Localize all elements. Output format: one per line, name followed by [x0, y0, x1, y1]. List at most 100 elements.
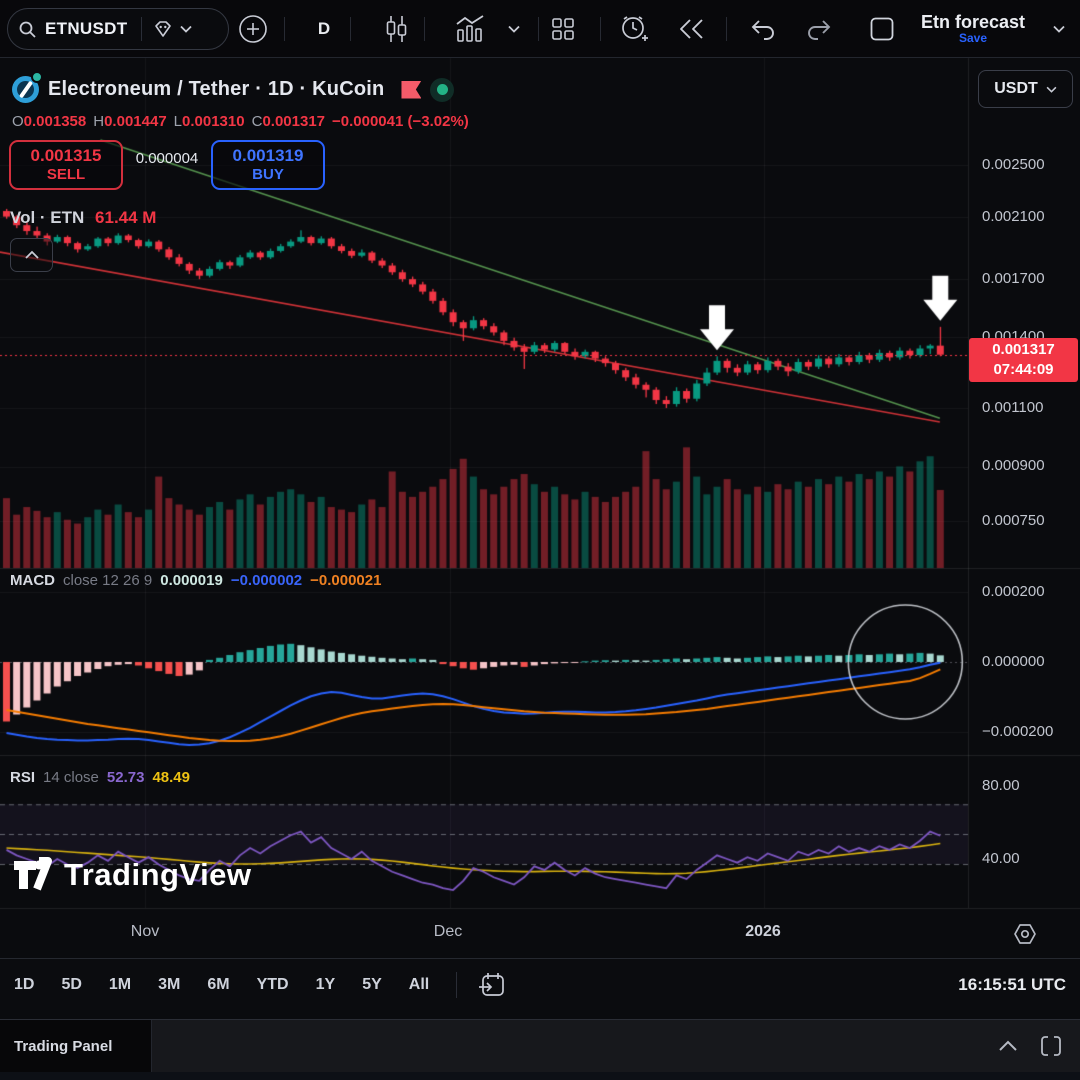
save-link[interactable]: Save: [958, 31, 988, 46]
open-value: 0.001358: [23, 113, 87, 130]
rsi-value: 52.73: [106, 769, 145, 786]
range-1m[interactable]: 1M: [108, 975, 132, 993]
layout-name-button[interactable]: Etn forecast Save: [906, 0, 1040, 58]
macd-params: close 12 26 9: [63, 572, 153, 589]
price-axis-label[interactable]: 0.002500: [982, 156, 1045, 173]
range-ytd[interactable]: YTD: [256, 975, 289, 993]
expand-panel-icon[interactable]: [1040, 1035, 1062, 1057]
alarm-clock-plus-icon: [622, 16, 648, 41]
rsi-header[interactable]: RSI 14 close 52.73 48.49: [10, 769, 190, 786]
utc-clock[interactable]: 16:15:51 UTC: [958, 974, 1066, 994]
change-value: −0.000041 (−3.02%): [332, 113, 469, 130]
macd-header[interactable]: MACD close 12 26 9 0.000019 −0.000002 −0…: [10, 572, 381, 589]
rsi-name: RSI: [10, 769, 36, 786]
pill-divider: [141, 17, 143, 41]
flag-icon[interactable]: [401, 80, 422, 99]
chevron-up-icon[interactable]: [998, 1040, 1018, 1052]
chart-type-button[interactable]: [374, 0, 418, 58]
price-axis-label[interactable]: 0.001100: [982, 399, 1044, 416]
time-axis-label-nov[interactable]: Nov: [130, 923, 160, 940]
price-axis-label[interactable]: 0.000900: [982, 457, 1045, 474]
currency-toggle-button[interactable]: USDT: [978, 70, 1073, 108]
indicators-chevron[interactable]: [502, 0, 526, 58]
volume-value: 61.44 M: [95, 208, 157, 227]
gear-icon: [1014, 924, 1036, 944]
price-axis-label[interactable]: 0.000750: [982, 512, 1045, 529]
trading-panel-tab[interactable]: Trading Panel: [0, 1020, 152, 1072]
price-axis-label[interactable]: 0.002100: [982, 208, 1045, 225]
last-price-value: 0.001317: [992, 340, 1055, 358]
electroneum-logo-icon: [12, 71, 43, 103]
range-all[interactable]: All: [408, 975, 430, 993]
symbol-input[interactable]: ETNUSDT: [45, 19, 128, 38]
replay-button[interactable]: [670, 0, 714, 58]
layout-grid-button[interactable]: [542, 0, 584, 58]
toolbar-separator: [424, 17, 425, 41]
close-label: C: [251, 113, 263, 130]
macd-axis-label[interactable]: −0.000200: [982, 723, 1054, 740]
indicators-button[interactable]: [448, 0, 492, 58]
plus-circle-icon: [239, 15, 267, 43]
open-label: O: [12, 113, 24, 130]
macd-signal-value: −0.000021: [310, 572, 382, 589]
layout-menu-chevron[interactable]: [1046, 0, 1072, 58]
chart-settings-button[interactable]: [1012, 921, 1038, 947]
time-axis-label-dec[interactable]: Dec: [433, 923, 463, 940]
range-5y[interactable]: 5Y: [362, 975, 382, 993]
macd-line-value: −0.000002: [230, 572, 303, 589]
macd-name: MACD: [10, 572, 55, 589]
symbol-header: Electroneum / Tether · 1D · KuCoin: [12, 71, 455, 103]
bar-countdown: 07:44:09: [993, 361, 1054, 378]
chevron-down-icon: [1053, 25, 1065, 33]
go-to-date-icon[interactable]: [477, 971, 507, 999]
save-layout-checkbox[interactable]: [860, 0, 904, 58]
spread-value: 0.000004: [135, 150, 199, 167]
bottom-strip: [0, 1072, 1080, 1080]
chevron-up-icon: [24, 250, 39, 259]
bottom-toolbar: 1D 5D 1M 3M 6M YTD 1Y 5Y All 16:15:51 UT…: [0, 958, 1080, 1010]
rsi-axis-label[interactable]: 40.00: [982, 850, 1020, 867]
range-3m[interactable]: 3M: [158, 975, 181, 993]
toolbar-separator: [538, 17, 539, 41]
grid-icon: [552, 18, 574, 40]
symbol-title[interactable]: Electroneum / Tether · 1D · KuCoin: [48, 78, 385, 100]
rsi-params: 14 close: [43, 769, 99, 786]
chevron-down-icon[interactable]: [180, 25, 193, 33]
gem-icon[interactable]: [152, 19, 174, 39]
range-divider: [456, 971, 458, 998]
high-value: 0.001447: [104, 113, 167, 130]
buy-label: BUY: [252, 166, 284, 184]
high-label: H: [93, 113, 105, 130]
compare-add-button[interactable]: [236, 0, 270, 58]
tradingview-watermark: TradingView: [12, 855, 252, 895]
time-axis-label-2026[interactable]: 2026: [745, 923, 781, 940]
buy-button[interactable]: 0.001319 BUY: [211, 140, 325, 190]
sell-button[interactable]: 0.001315 SELL: [9, 140, 123, 190]
market-status-indicator[interactable]: [430, 77, 455, 102]
range-1y[interactable]: 1Y: [315, 975, 336, 993]
rewind-icon: [680, 19, 703, 39]
undo-arrow-icon: [751, 20, 774, 40]
range-5d[interactable]: 5D: [61, 975, 82, 993]
price-axis-label[interactable]: 0.001700: [982, 270, 1045, 287]
rsi-ma-value: 48.49: [152, 769, 190, 786]
alert-button[interactable]: [612, 0, 656, 58]
undo-button[interactable]: [740, 0, 786, 58]
macd-axis-label[interactable]: 0.000200: [982, 583, 1045, 600]
chevron-down-icon: [508, 25, 520, 33]
interval-button[interactable]: D: [317, 19, 331, 38]
macd-axis-label[interactable]: 0.000000: [982, 653, 1045, 670]
symbol-search[interactable]: ETNUSDT: [7, 8, 229, 50]
range-6m[interactable]: 6M: [207, 975, 230, 993]
toolbar-separator: [284, 17, 285, 41]
low-label: L: [173, 113, 183, 130]
rsi-axis-label[interactable]: 80.00: [982, 777, 1020, 794]
redo-button[interactable]: [796, 0, 842, 58]
redo-arrow-icon: [808, 20, 831, 40]
collapse-panel-button[interactable]: [10, 238, 53, 272]
toolbar-separator: [726, 17, 727, 41]
tradingview-logo-icon: [14, 857, 52, 891]
range-1d[interactable]: 1D: [14, 975, 35, 993]
watermark-text: TradingView: [64, 857, 252, 892]
